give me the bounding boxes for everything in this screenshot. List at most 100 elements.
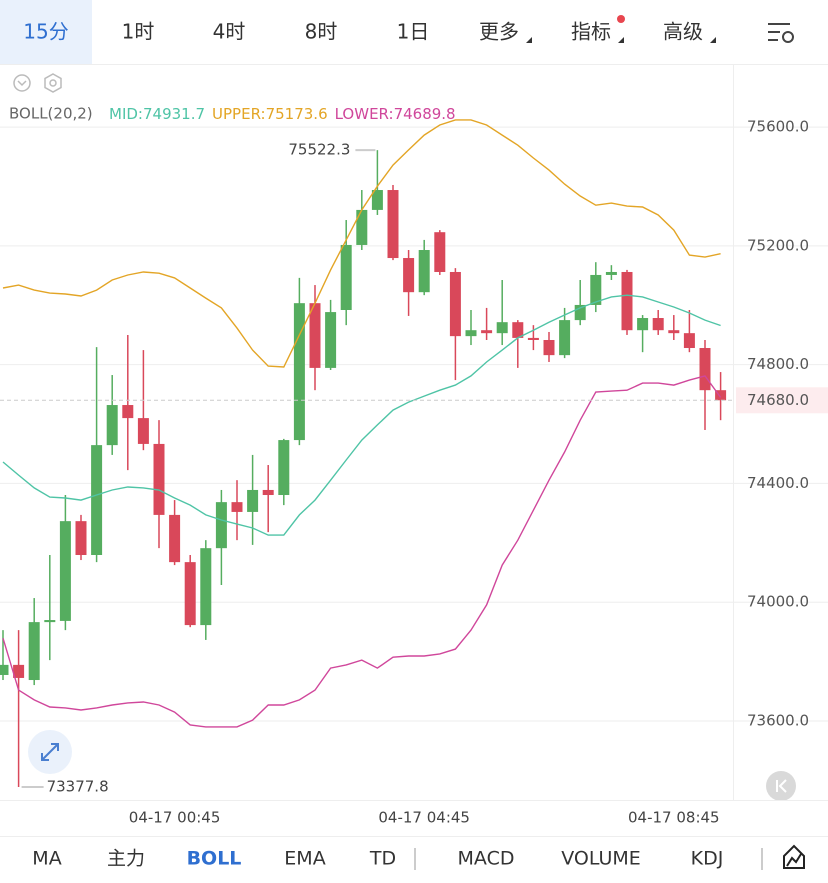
candle-body bbox=[356, 209, 368, 245]
candle-body bbox=[59, 521, 71, 621]
legend-value: 75173.6 bbox=[266, 105, 328, 123]
candle-body bbox=[683, 333, 695, 349]
last-price-label: 74680.0 bbox=[747, 391, 809, 409]
indicator-tab[interactable]: BOLL bbox=[187, 848, 242, 870]
indicator-tab[interactable]: VOLUME bbox=[561, 848, 641, 870]
candle-body bbox=[559, 320, 571, 356]
legend-value: 74689.8 bbox=[394, 105, 456, 123]
legend-name: MID: bbox=[109, 105, 143, 123]
candle-body bbox=[153, 443, 165, 515]
indicator-tab[interactable]: TD bbox=[369, 848, 396, 870]
draw-tool-icon[interactable] bbox=[783, 844, 805, 869]
candle-body bbox=[325, 312, 337, 368]
candle-body bbox=[481, 330, 493, 334]
y-tick-label: 74800.0 bbox=[747, 355, 809, 373]
legend-entry: LOWER:74689.8 bbox=[335, 105, 456, 123]
timeframe-tab[interactable]: 4时 bbox=[213, 20, 246, 44]
candle-body bbox=[75, 521, 87, 555]
y-tick-label: 73600.0 bbox=[747, 712, 809, 730]
indicator-tab[interactable]: MACD bbox=[458, 848, 515, 870]
candle-body bbox=[293, 303, 305, 441]
candle-body bbox=[668, 330, 680, 334]
candle-body bbox=[403, 258, 415, 293]
y-tick-label: 74000.0 bbox=[747, 593, 809, 611]
candle-body bbox=[106, 405, 118, 446]
timeframe-tab[interactable]: 8时 bbox=[305, 20, 338, 44]
candle-body bbox=[465, 330, 477, 337]
candle-body bbox=[278, 440, 290, 496]
selected-tab-bg bbox=[0, 0, 92, 64]
chart-settings-icon[interactable] bbox=[44, 73, 62, 93]
legend: MID:74931.7 UPPER:75173.6 LOWER:74689.8 bbox=[109, 105, 456, 123]
candle-body bbox=[637, 318, 649, 331]
legend-entry: UPPER:75173.6 bbox=[212, 105, 328, 123]
dropdown-mark bbox=[618, 37, 624, 43]
legend-name: LOWER: bbox=[335, 105, 394, 123]
y-tick-label: 74400.0 bbox=[747, 474, 809, 492]
indicator-tab[interactable]: KDJ bbox=[691, 848, 724, 870]
indicator-tab[interactable]: MA bbox=[32, 848, 61, 870]
legend-entry: MID:74931.7 bbox=[109, 105, 205, 123]
boll-line bbox=[2, 294, 721, 536]
candle-body bbox=[91, 445, 103, 555]
candle-body bbox=[137, 418, 149, 444]
candle-body bbox=[247, 489, 259, 512]
candle-body bbox=[0, 664, 9, 675]
candle-body bbox=[262, 489, 274, 496]
boll-line bbox=[2, 119, 721, 368]
notice-dot bbox=[617, 15, 625, 23]
candle-body bbox=[605, 271, 617, 275]
timeframe-tab[interactable]: 15分 bbox=[23, 20, 68, 44]
y-tick-label: 75600.0 bbox=[747, 118, 809, 136]
candle-body bbox=[621, 271, 633, 331]
expand-button[interactable] bbox=[28, 730, 72, 774]
advanced-tab[interactable]: 高级 bbox=[663, 20, 703, 44]
min-annotation: 73377.8 bbox=[47, 777, 109, 795]
candle-body bbox=[169, 514, 181, 563]
candle-body bbox=[527, 337, 539, 340]
timeframe-tab[interactable]: 1时 bbox=[122, 20, 155, 44]
candle-body bbox=[28, 622, 40, 681]
indicator-tab[interactable]: 指标 bbox=[571, 20, 611, 44]
candle-body bbox=[231, 502, 243, 512]
candle-body bbox=[512, 322, 524, 338]
candle-body bbox=[200, 548, 212, 626]
candle-body bbox=[44, 620, 56, 623]
plot-area: 73600.0 74000.0 74400.0 74800.0 75200.0 75600… bbox=[0, 118, 828, 827]
more-tab[interactable]: 更多 bbox=[479, 20, 519, 44]
boll-line bbox=[2, 375, 722, 728]
last-price-tag bbox=[736, 387, 828, 414]
candle-body bbox=[496, 322, 508, 334]
x-tick-label: 04-17 04:45 bbox=[378, 809, 470, 827]
candle-body bbox=[574, 304, 586, 321]
dropdown-mark bbox=[710, 37, 716, 43]
candle-body bbox=[543, 339, 555, 356]
indicator-tab[interactable]: 主力 bbox=[107, 848, 145, 870]
candle-body bbox=[13, 664, 25, 678]
back-to-latest-button[interactable] bbox=[766, 771, 796, 801]
x-tick-label: 04-17 00:45 bbox=[129, 809, 221, 827]
candle-body bbox=[340, 244, 352, 310]
candle-body bbox=[215, 502, 227, 549]
candle-body bbox=[590, 274, 602, 305]
dropdown-mark bbox=[526, 37, 532, 43]
candle-body bbox=[652, 318, 664, 331]
candle-body bbox=[418, 250, 430, 293]
candle-body bbox=[122, 405, 134, 419]
indicator-label: BOLL(20,2) bbox=[9, 105, 93, 123]
collapse-icon[interactable] bbox=[13, 74, 31, 92]
candle-body bbox=[699, 348, 711, 391]
indicator-tab[interactable]: EMA bbox=[284, 848, 325, 870]
candle-body bbox=[715, 390, 727, 401]
candle-body bbox=[449, 271, 461, 337]
candle-body bbox=[184, 562, 196, 626]
legend-value: 74931.7 bbox=[143, 105, 205, 123]
settings-icon[interactable] bbox=[768, 23, 794, 43]
legend-name: UPPER: bbox=[212, 105, 266, 123]
timeframe-tab[interactable]: 1日 bbox=[397, 20, 430, 44]
candle-body bbox=[434, 232, 446, 272]
candle-body bbox=[371, 190, 383, 210]
max-annotation: 75522.3 bbox=[288, 141, 350, 159]
